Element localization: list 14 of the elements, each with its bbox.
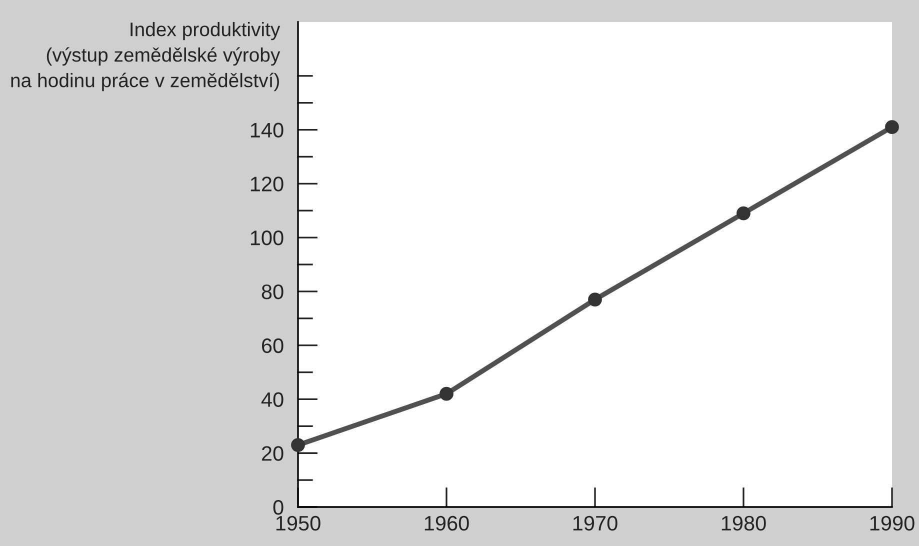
y-tick-label: 0 <box>273 500 284 515</box>
y-tick-label: 120 <box>250 176 284 192</box>
y-tick-label: 40 <box>261 392 284 407</box>
y-axis-title: Index produktivity (výstup zemědělské výroby na hodinu práce v zemědělství) <box>11 22 280 92</box>
y-tick-label: 60 <box>262 338 284 354</box>
x-tick-label: 1990 <box>870 516 914 531</box>
y-tick-label: 100 <box>250 230 284 246</box>
x-tick-label: 1960 <box>424 516 469 531</box>
x-tick-label: 1980 <box>722 516 766 531</box>
y-tick-label: 80 <box>262 284 284 300</box>
x-tick-label: 1970 <box>573 516 618 531</box>
y-tick-label: 20 <box>262 446 284 461</box>
y-tick-label: 140 <box>250 122 284 138</box>
x-tick-label: 1950 <box>276 516 320 531</box>
